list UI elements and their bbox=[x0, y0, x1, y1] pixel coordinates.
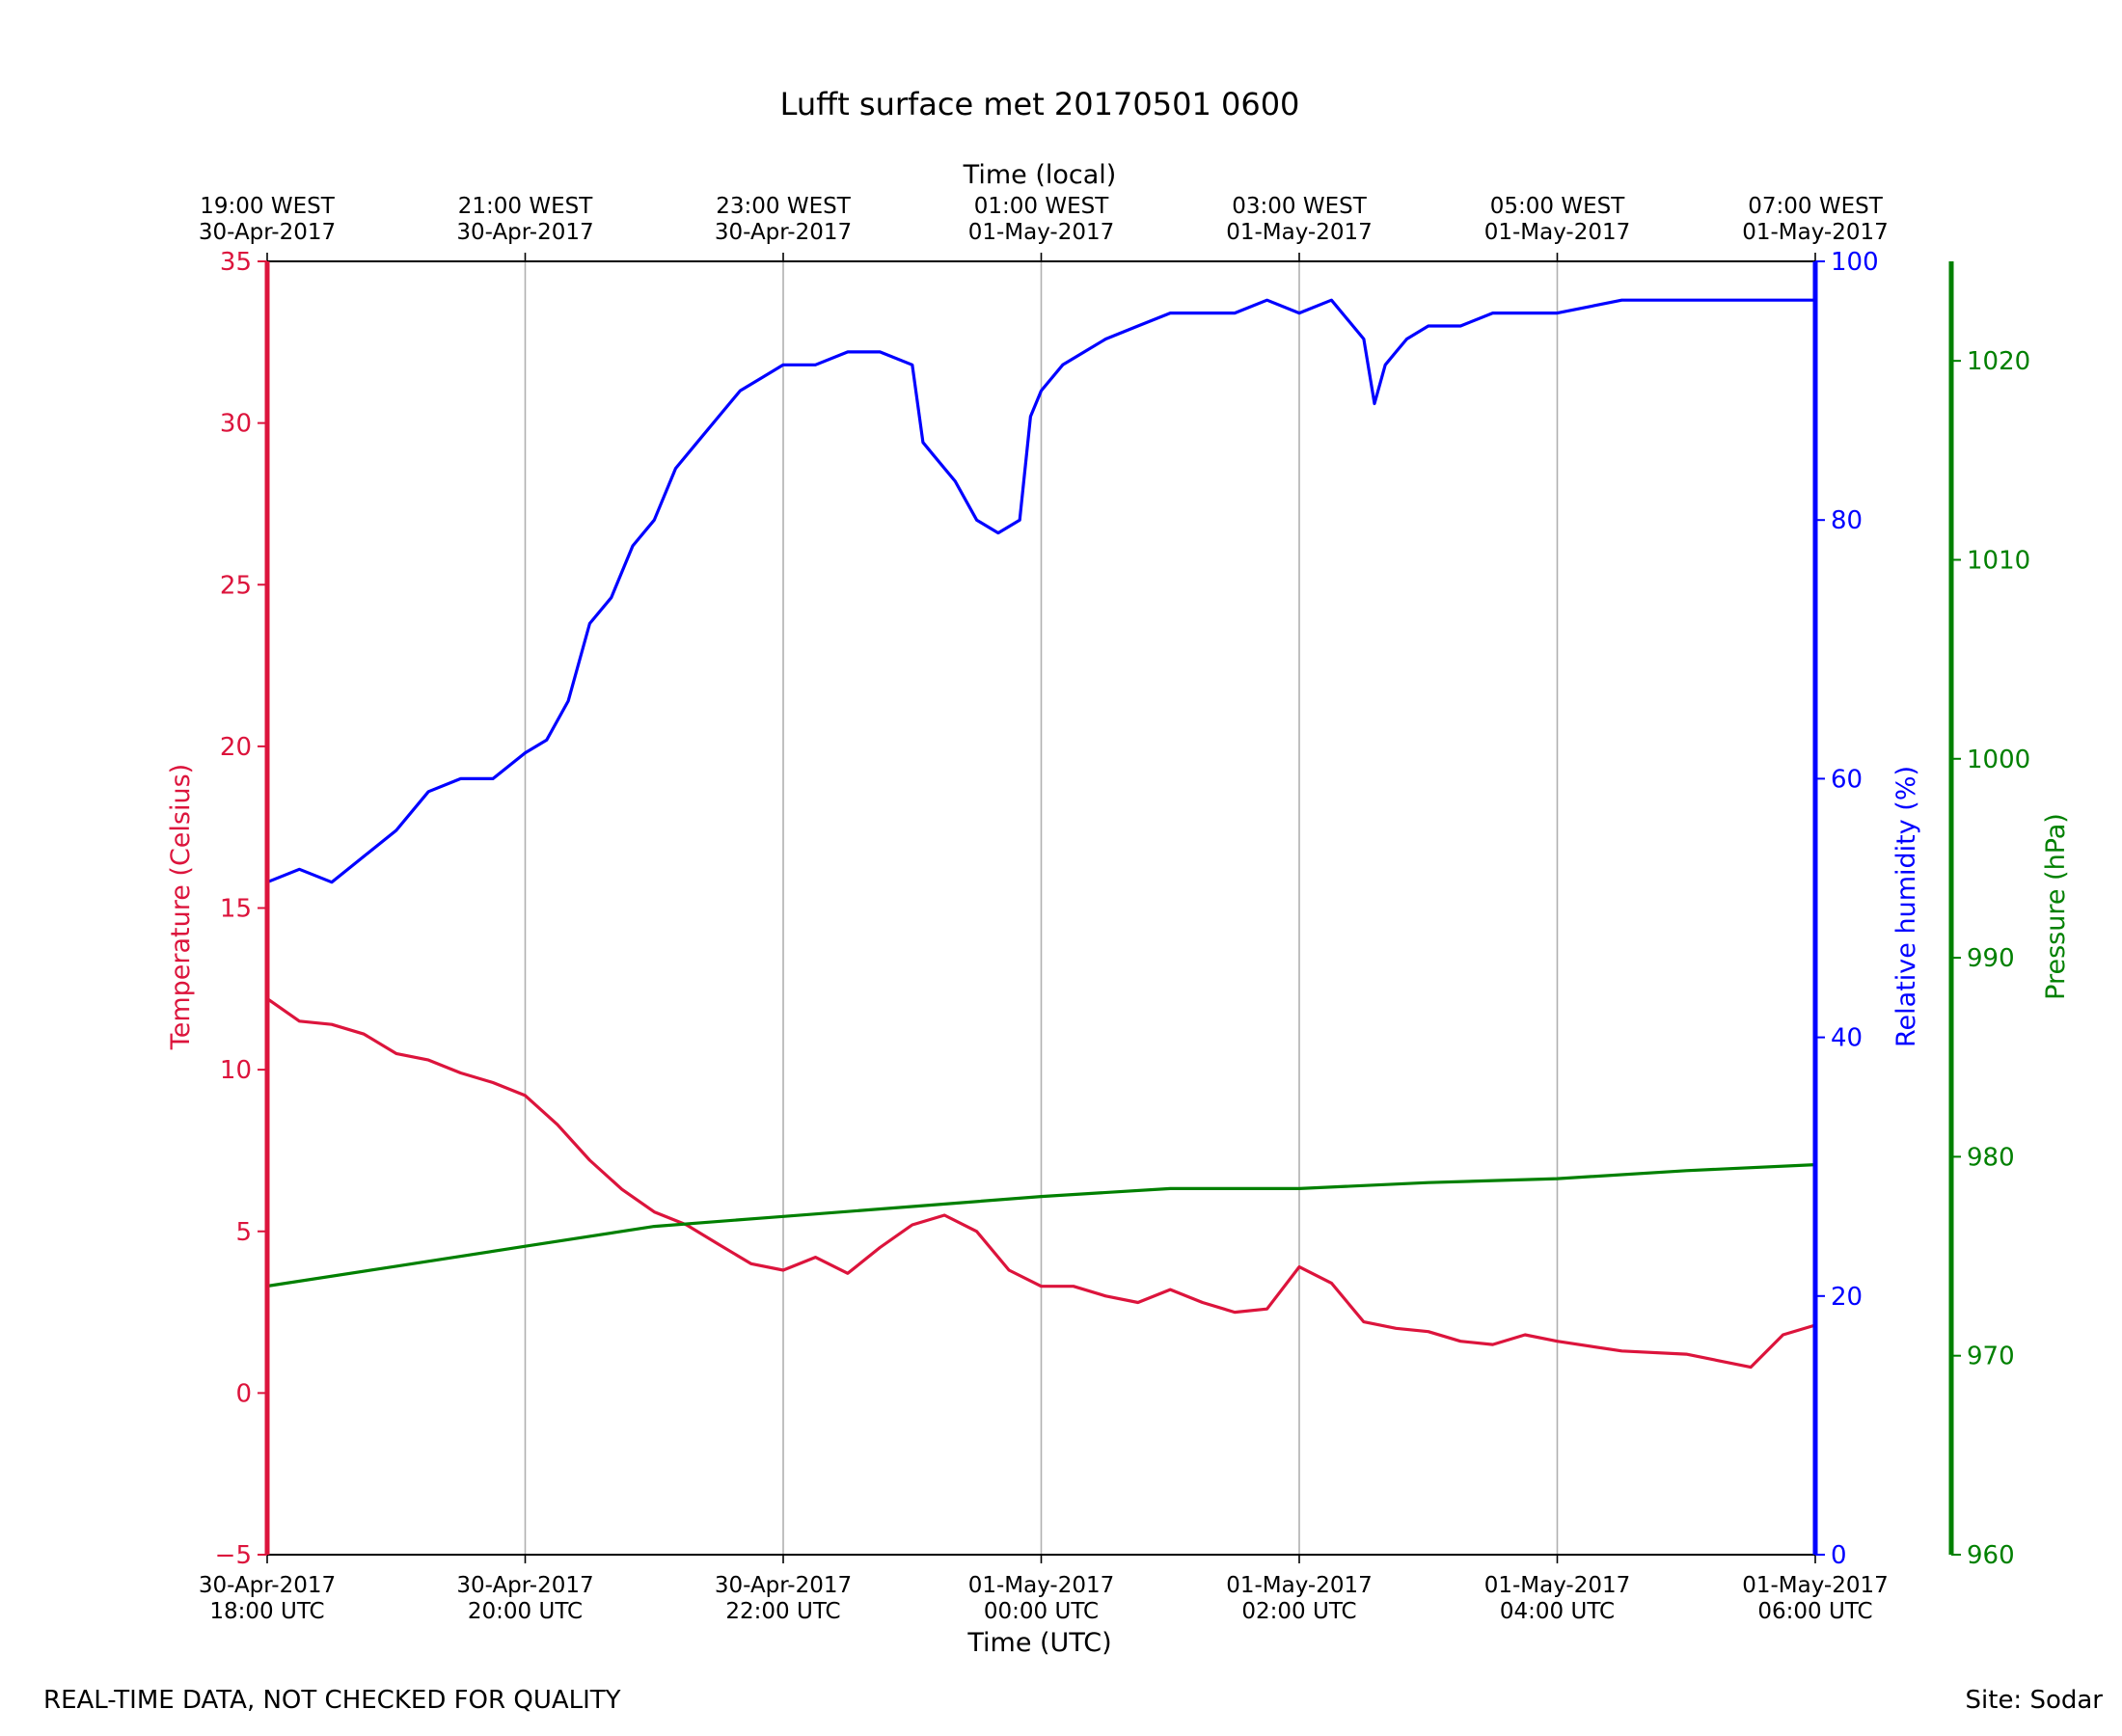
temperature-tick-label: 25 bbox=[220, 571, 252, 600]
top-axis-title: Time (local) bbox=[963, 160, 1117, 190]
x-tick-label-date: 01-May-2017 bbox=[1742, 1573, 1889, 1598]
humidity-series-line bbox=[266, 298, 1815, 884]
humidity-axis-title: Relative humidity (%) bbox=[1891, 766, 1921, 1047]
x-tick-label-date: 30-Apr-2017 bbox=[715, 1573, 852, 1598]
humidity-tick-label: 100 bbox=[1831, 248, 1879, 277]
pressure-series-line bbox=[266, 1163, 1816, 1288]
top-tick-label-date: 30-Apr-2017 bbox=[715, 220, 852, 245]
pressure-tick-label: 1000 bbox=[1967, 746, 2030, 774]
pressure-tick-label: 980 bbox=[1967, 1143, 2015, 1172]
temperature-tick-label: 20 bbox=[220, 733, 252, 762]
top-tick-label-date: 01-May-2017 bbox=[968, 220, 1115, 245]
x-tick-label-time: 18:00 UTC bbox=[209, 1599, 324, 1624]
humidity-tick-label: 80 bbox=[1831, 506, 1863, 535]
temperature-tick-label: 0 bbox=[235, 1379, 252, 1408]
pressure-tick-label: 1020 bbox=[1967, 347, 2030, 376]
top-tick-label-time: 03:00 WEST bbox=[1232, 194, 1367, 219]
series-lines bbox=[266, 298, 1816, 1370]
chart-title: Lufft surface met 20170501 0600 bbox=[780, 86, 1300, 122]
top-tick-label-date: 01-May-2017 bbox=[1226, 220, 1373, 245]
temperature-tick-label: 10 bbox=[220, 1056, 252, 1085]
x-tick-label-time: 02:00 UTC bbox=[1241, 1599, 1356, 1624]
top-tick-label-time: 05:00 WEST bbox=[1490, 194, 1625, 219]
x-tick-label-time: 22:00 UTC bbox=[725, 1599, 840, 1624]
top-tick-label-time: 07:00 WEST bbox=[1748, 194, 1883, 219]
temperature-axis-title: Temperature (Celsius) bbox=[166, 764, 196, 1050]
quality-note: REAL-TIME DATA, NOT CHECKED FOR QUALITY bbox=[43, 1686, 621, 1715]
top-tick-label-date: 30-Apr-2017 bbox=[456, 220, 593, 245]
temperature-tick-label: 5 bbox=[235, 1218, 252, 1247]
x-tick-label-time: 20:00 UTC bbox=[468, 1599, 583, 1624]
x-axis-title: Time (UTC) bbox=[966, 1628, 1111, 1658]
temperature-tick-label: −5 bbox=[215, 1541, 252, 1570]
humidity-tick-label: 20 bbox=[1831, 1283, 1863, 1312]
pressure-axis-title: Pressure (hPa) bbox=[2041, 813, 2071, 1000]
top-tick-label-time: 21:00 WEST bbox=[458, 194, 593, 219]
axes bbox=[264, 260, 1954, 1556]
x-tick-label-date: 30-Apr-2017 bbox=[456, 1573, 593, 1598]
temperature-tick-label: 35 bbox=[220, 248, 252, 277]
x-tick-label-date: 01-May-2017 bbox=[1226, 1573, 1373, 1598]
temperature-tick-label: 15 bbox=[220, 895, 252, 924]
pressure-tick-label: 960 bbox=[1967, 1541, 2015, 1570]
site-label: Site: Sodar bbox=[1965, 1686, 2103, 1715]
pressure-tick-label: 1010 bbox=[1967, 546, 2030, 575]
top-tick-label-date: 01-May-2017 bbox=[1742, 220, 1889, 245]
humidity-tick-label: 40 bbox=[1831, 1024, 1863, 1053]
temperature-tick-label: 30 bbox=[220, 410, 252, 439]
humidity-tick-label: 0 bbox=[1831, 1541, 1847, 1570]
grid-lines bbox=[524, 261, 1559, 1555]
x-tick-label-time: 00:00 UTC bbox=[984, 1599, 1099, 1624]
x-tick-label-date: 01-May-2017 bbox=[968, 1573, 1115, 1598]
x-tick-label-time: 04:00 UTC bbox=[1500, 1599, 1615, 1624]
humidity-tick-label: 60 bbox=[1831, 765, 1863, 794]
top-tick-label-date: 01-May-2017 bbox=[1484, 220, 1631, 245]
top-tick-label-date: 30-Apr-2017 bbox=[199, 220, 336, 245]
x-tick-label-date: 30-Apr-2017 bbox=[199, 1573, 336, 1598]
pressure-tick-label: 990 bbox=[1967, 944, 2015, 973]
pressure-tick-label: 970 bbox=[1967, 1343, 2015, 1371]
temperature-series-line bbox=[266, 997, 1816, 1370]
x-tick-label-date: 01-May-2017 bbox=[1484, 1573, 1631, 1598]
y-ticks: −5 0 5 10 15 20 25 30 35 0 20 40 60 80 100 960 970 980 990… bbox=[215, 248, 2031, 1570]
x-tick-label-time: 06:00 UTC bbox=[1757, 1599, 1872, 1624]
top-tick-label-time: 01:00 WEST bbox=[974, 194, 1109, 219]
top-tick-label-time: 19:00 WEST bbox=[200, 194, 335, 219]
top-tick-label-time: 23:00 WEST bbox=[716, 194, 851, 219]
